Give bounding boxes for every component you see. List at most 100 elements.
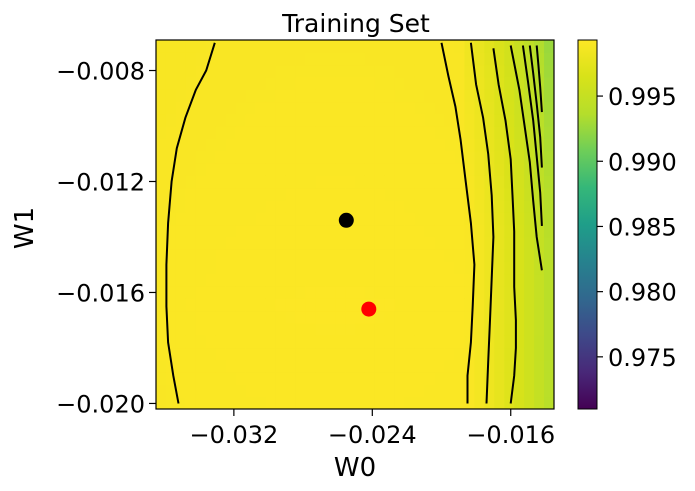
heatmap-cell [544, 126, 554, 139]
heatmap-cell [156, 335, 167, 349]
heatmap-cell [544, 310, 554, 324]
heatmap-cell [255, 150, 267, 164]
heatmap-cell [494, 359, 505, 373]
heatmap-cell [444, 175, 456, 189]
heatmap-cell [225, 163, 237, 176]
heatmap-cell [384, 138, 396, 152]
heatmap-cell [355, 76, 366, 90]
heatmap-cell [195, 286, 207, 299]
heatmap-cell [494, 384, 505, 398]
heatmap-cell [205, 52, 217, 66]
heatmap-cell [514, 261, 525, 275]
heatmap-cell [285, 150, 296, 164]
heatmap-cell [454, 52, 466, 66]
heatmap-cell [335, 396, 346, 409]
heatmap-cell [175, 187, 187, 201]
heatmap-cell [474, 52, 485, 66]
heatmap-cell [424, 249, 436, 262]
heatmap-cell [245, 126, 257, 139]
heatmap-cell [195, 40, 207, 53]
heatmap-cell [454, 310, 466, 324]
heatmap-cell [484, 150, 495, 164]
heatmap-cell [544, 396, 554, 409]
heatmap-cell [414, 359, 426, 373]
heatmap-cell [305, 64, 316, 78]
heatmap-cell [305, 175, 316, 189]
heatmap-cell [295, 89, 306, 103]
plot-frame [155, 39, 555, 410]
heatmap-cell [225, 384, 237, 398]
heatmap-cell [315, 113, 326, 127]
heatmap-cell [374, 175, 386, 189]
heatmap-cell [295, 187, 306, 201]
heatmap-cell [484, 126, 495, 139]
heatmap-cell [534, 52, 545, 66]
heatmap-cell [305, 322, 316, 336]
contour-line [165, 42, 216, 404]
heatmap-cell [185, 286, 197, 299]
heatmap-cell [504, 126, 515, 139]
heatmap-cell [205, 236, 217, 250]
heatmap-cell [156, 384, 167, 398]
heatmap-cell [335, 163, 346, 176]
heatmap-cell [235, 126, 247, 139]
heatmap-cell [156, 52, 167, 66]
heatmap-cell [235, 187, 247, 201]
heatmap-cell [255, 224, 267, 238]
heatmap-cell [444, 273, 456, 287]
heatmap-cell [434, 273, 446, 287]
heatmap-cell [504, 310, 515, 324]
heatmap-cell [394, 199, 406, 213]
heatmap-cell [414, 322, 426, 336]
heatmap-cell [195, 113, 207, 127]
heatmap-cell [215, 76, 227, 90]
heatmap-cell [325, 187, 336, 201]
heatmap-cell [325, 396, 336, 409]
heatmap-cell [484, 101, 495, 115]
heatmap-cell [464, 52, 475, 66]
heatmap-cell [255, 138, 267, 152]
heatmap-cell [424, 113, 436, 127]
heatmap-cell [454, 64, 466, 78]
red-point [361, 301, 377, 317]
heatmap-cell [434, 384, 446, 398]
heatmap-cell [404, 76, 416, 90]
heatmap-cell [315, 76, 326, 90]
heatmap-cell [175, 212, 187, 226]
heatmap-cell [514, 126, 525, 139]
heatmap-cell [384, 101, 396, 115]
heatmap-cell [424, 64, 436, 78]
heatmap-cell [414, 175, 426, 189]
heatmap-cell [494, 52, 505, 66]
heatmap-cell [156, 261, 167, 275]
heatmap-cell [185, 52, 197, 66]
heatmap-cell [384, 126, 396, 139]
heatmap-cell [295, 163, 306, 176]
heatmap-cell [464, 40, 475, 53]
heatmap-cell [245, 236, 257, 250]
heatmap-cell [544, 286, 554, 299]
heatmap-cell [305, 286, 316, 299]
heatmap-cell [325, 126, 336, 139]
heatmap-cell [514, 163, 525, 176]
heatmap-cell [384, 359, 396, 373]
heatmap-cell [364, 138, 376, 152]
heatmap-cell [384, 249, 396, 262]
heatmap-cell [355, 138, 366, 152]
heatmap-cell [225, 138, 237, 152]
heatmap-cell [404, 175, 416, 189]
heatmap-cell [325, 372, 336, 385]
heatmap-cell [544, 101, 554, 115]
heatmap-cell [364, 187, 376, 201]
heatmap-cell [364, 76, 376, 90]
heatmap-cell [454, 249, 466, 262]
heatmap-cell [156, 273, 167, 287]
heatmap-cell [305, 384, 316, 398]
heatmap-cell [245, 199, 257, 213]
heatmap-cell [534, 372, 545, 385]
heatmap-cell [185, 249, 197, 262]
heatmap-cell [165, 322, 177, 336]
heatmap-cell [265, 175, 276, 189]
heatmap-cell [335, 249, 346, 262]
heatmap-cell [424, 359, 436, 373]
